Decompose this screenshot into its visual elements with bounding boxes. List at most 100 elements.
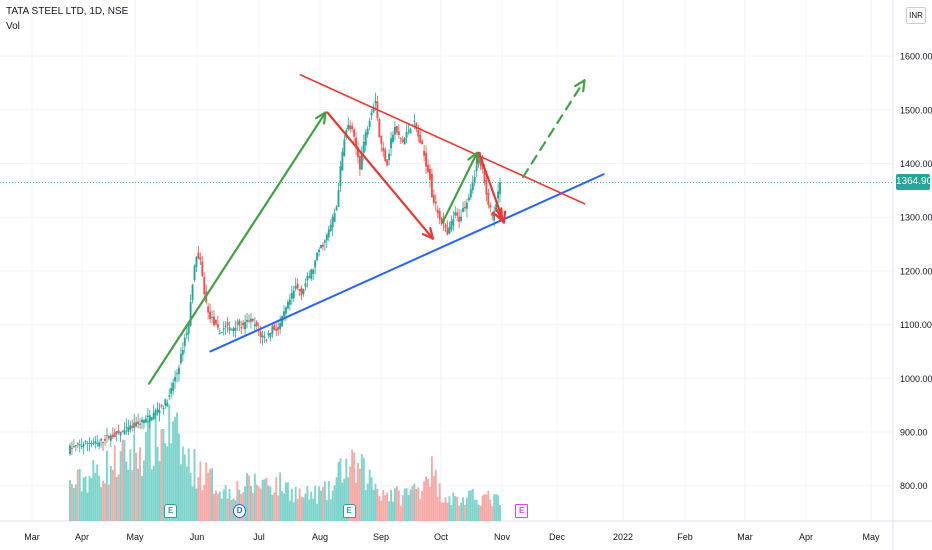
volume-bar (339, 458, 342, 521)
support-trendline (209, 173, 605, 353)
volume-bar (382, 489, 385, 521)
volume-bar (216, 493, 219, 521)
volume-bar (201, 490, 204, 521)
candle-body (96, 443, 99, 445)
candle-body (98, 442, 101, 447)
event-marker-E[interactable]: E (164, 504, 178, 518)
candle-body (248, 320, 250, 322)
volume-bar (269, 486, 272, 521)
candle-body (189, 301, 192, 326)
candle-body (357, 147, 359, 158)
volume-bar (312, 498, 315, 521)
volume-bar (100, 487, 103, 521)
volume-bar (310, 491, 313, 521)
candle-body (312, 269, 315, 274)
volume-bar (168, 404, 171, 521)
candle-body (236, 322, 239, 324)
green-arrow-shaft (147, 111, 327, 385)
candle-body (172, 382, 175, 391)
candle-body (142, 420, 145, 423)
y-tick-label: 1000.00 (900, 374, 932, 384)
candle-body (191, 284, 194, 300)
candle-body (337, 190, 340, 207)
candle-body (115, 431, 118, 434)
candle-body (360, 153, 363, 170)
x-tick-label: Sep (373, 532, 389, 542)
volume-bar (76, 469, 79, 521)
candle-body (214, 319, 217, 325)
volume-bar (279, 472, 282, 521)
volume-bar (403, 488, 406, 521)
candle-body (265, 339, 268, 341)
candle-body (250, 318, 252, 322)
candle-body (316, 252, 319, 260)
volume-bar (214, 490, 217, 521)
candle-body (296, 283, 299, 289)
candle-body (127, 427, 130, 432)
candle-body (90, 442, 93, 445)
currency-button[interactable]: INR (906, 7, 926, 24)
candle-body (131, 425, 134, 428)
volume-bar (129, 449, 132, 521)
volume-bar (139, 447, 141, 521)
candle-body (386, 159, 389, 166)
volume-bar (386, 492, 389, 521)
candle-body (358, 155, 361, 170)
volume-bar (96, 464, 99, 521)
volume-bar (349, 466, 352, 521)
candle-body (121, 430, 124, 432)
volume-bar (456, 496, 459, 521)
volume-bar (454, 496, 457, 521)
candle-body (347, 124, 350, 130)
volume-bar (119, 451, 122, 521)
candle-body (327, 229, 330, 238)
volume-bar (475, 499, 478, 521)
volume-bar (285, 482, 287, 521)
volume-bar (429, 486, 431, 521)
candle-body (380, 135, 383, 144)
x-tick-label: Dec (549, 532, 566, 542)
volume-bar (355, 482, 357, 521)
event-marker-D[interactable]: D (233, 504, 247, 518)
candle-body (479, 158, 482, 166)
volume-bar (306, 486, 309, 521)
volume-bar (189, 473, 192, 521)
volume-bar (104, 483, 106, 521)
volume-bar (321, 487, 324, 521)
candle-body (253, 324, 256, 327)
y-tick-label: 1600.00 (900, 52, 932, 62)
x-tick-label: 2022 (613, 532, 633, 542)
candle-body (226, 322, 229, 326)
red-arrow (326, 111, 435, 240)
volume-bar (393, 488, 396, 521)
volume-bar (477, 504, 480, 521)
candle-body (279, 323, 282, 330)
candle-body (251, 318, 254, 321)
event-marker-E[interactable]: E (342, 504, 356, 518)
candle-body (495, 203, 498, 212)
volume-bar (203, 484, 206, 521)
volume-bar (401, 495, 404, 521)
event-marker-E[interactable]: E (515, 504, 529, 518)
volume-bar (318, 486, 320, 521)
candle-body (232, 328, 235, 332)
volume-bar (218, 491, 221, 521)
candle-body (286, 302, 289, 309)
candle-body (86, 442, 89, 444)
volume-bar (294, 486, 297, 521)
projection-arrow (522, 79, 586, 179)
candle-body (458, 216, 461, 222)
candle-body (283, 311, 285, 317)
candle-body (104, 438, 106, 441)
volume-bar (226, 498, 229, 521)
volume-bar (372, 489, 375, 521)
candle-body (209, 311, 212, 320)
volume-bar (195, 488, 198, 521)
candle-body (267, 333, 270, 336)
volume-bar (380, 500, 383, 521)
candle-body (238, 320, 241, 326)
volume-bar (481, 495, 484, 521)
candle-body (92, 442, 95, 444)
volume-bar (425, 476, 428, 521)
